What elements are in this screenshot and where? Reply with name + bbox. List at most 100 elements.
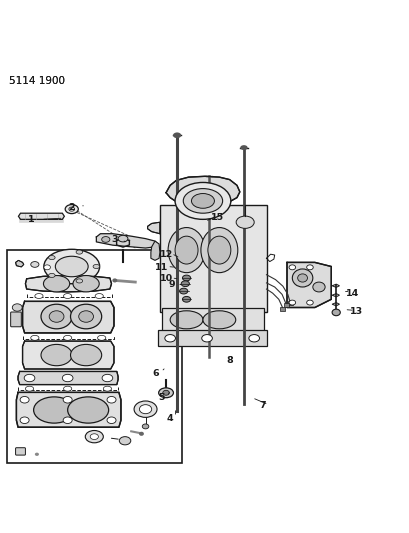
Bar	[157, 330, 266, 346]
Ellipse shape	[181, 281, 189, 287]
Ellipse shape	[107, 397, 116, 403]
Ellipse shape	[63, 386, 72, 391]
Ellipse shape	[103, 386, 111, 391]
Text: 7: 7	[258, 401, 265, 410]
Text: 1: 1	[27, 215, 34, 224]
Ellipse shape	[292, 269, 312, 287]
Ellipse shape	[41, 304, 72, 329]
Ellipse shape	[41, 344, 72, 366]
Ellipse shape	[175, 236, 198, 264]
Ellipse shape	[331, 309, 339, 316]
Ellipse shape	[69, 207, 74, 211]
Ellipse shape	[134, 401, 157, 417]
Bar	[287, 301, 292, 305]
Ellipse shape	[24, 374, 35, 382]
Ellipse shape	[139, 405, 151, 414]
Bar	[160, 205, 266, 312]
Text: 3: 3	[111, 236, 118, 244]
Polygon shape	[286, 262, 330, 308]
Text: 14: 14	[345, 289, 358, 297]
FancyBboxPatch shape	[11, 312, 21, 327]
Ellipse shape	[102, 374, 112, 382]
Ellipse shape	[95, 294, 103, 298]
Ellipse shape	[76, 279, 83, 283]
Bar	[162, 308, 264, 332]
Ellipse shape	[202, 311, 235, 329]
Ellipse shape	[201, 335, 212, 342]
Ellipse shape	[43, 276, 70, 292]
Ellipse shape	[200, 228, 237, 273]
Ellipse shape	[112, 278, 117, 282]
Ellipse shape	[248, 335, 259, 342]
Text: 5114 1900: 5114 1900	[9, 76, 65, 86]
Ellipse shape	[162, 390, 169, 395]
Ellipse shape	[182, 275, 190, 281]
Ellipse shape	[14, 313, 20, 318]
Ellipse shape	[12, 304, 22, 311]
Ellipse shape	[35, 294, 43, 298]
Ellipse shape	[288, 265, 295, 270]
Text: 10: 10	[159, 274, 172, 284]
Ellipse shape	[63, 335, 72, 340]
Text: 5114 1900: 5114 1900	[9, 76, 65, 86]
Ellipse shape	[44, 265, 50, 270]
Text: 5: 5	[158, 393, 165, 402]
Polygon shape	[151, 241, 160, 260]
Ellipse shape	[63, 417, 72, 424]
Ellipse shape	[62, 374, 73, 382]
Ellipse shape	[79, 311, 93, 322]
Ellipse shape	[97, 335, 106, 340]
Ellipse shape	[158, 388, 173, 398]
Polygon shape	[166, 176, 239, 205]
Polygon shape	[18, 372, 118, 385]
Ellipse shape	[85, 431, 103, 443]
Ellipse shape	[20, 417, 29, 424]
Ellipse shape	[63, 397, 72, 403]
Text: 2: 2	[68, 203, 75, 212]
Ellipse shape	[306, 300, 312, 305]
Ellipse shape	[175, 182, 230, 220]
Text: 6: 6	[152, 369, 159, 377]
Ellipse shape	[173, 132, 181, 138]
Ellipse shape	[240, 145, 247, 150]
Polygon shape	[331, 303, 339, 306]
Text: 12: 12	[159, 249, 172, 259]
Ellipse shape	[55, 256, 88, 277]
Ellipse shape	[306, 265, 312, 270]
Bar	[7, 250, 181, 463]
Ellipse shape	[70, 344, 101, 366]
Text: 8: 8	[226, 356, 232, 365]
Text: 13: 13	[349, 307, 362, 316]
Ellipse shape	[65, 205, 78, 214]
Ellipse shape	[63, 294, 72, 298]
Ellipse shape	[288, 300, 295, 305]
FancyBboxPatch shape	[16, 448, 25, 455]
Ellipse shape	[49, 311, 64, 322]
Ellipse shape	[73, 276, 99, 292]
Bar	[280, 307, 285, 311]
Polygon shape	[22, 301, 114, 333]
Ellipse shape	[170, 311, 202, 329]
Ellipse shape	[312, 282, 324, 292]
Ellipse shape	[90, 434, 98, 440]
Polygon shape	[331, 284, 339, 287]
Polygon shape	[25, 276, 111, 292]
Ellipse shape	[183, 189, 222, 213]
Ellipse shape	[48, 273, 55, 278]
Bar	[283, 303, 288, 306]
Polygon shape	[331, 294, 339, 297]
Polygon shape	[16, 260, 24, 267]
Ellipse shape	[34, 397, 74, 423]
Ellipse shape	[35, 453, 39, 456]
Ellipse shape	[182, 296, 190, 302]
Ellipse shape	[44, 249, 99, 284]
Ellipse shape	[25, 386, 34, 391]
Ellipse shape	[67, 397, 108, 423]
Polygon shape	[147, 222, 160, 233]
Ellipse shape	[207, 236, 230, 264]
Ellipse shape	[179, 288, 187, 294]
Ellipse shape	[297, 274, 307, 282]
Polygon shape	[116, 238, 129, 247]
Ellipse shape	[168, 228, 204, 273]
Ellipse shape	[191, 193, 214, 208]
